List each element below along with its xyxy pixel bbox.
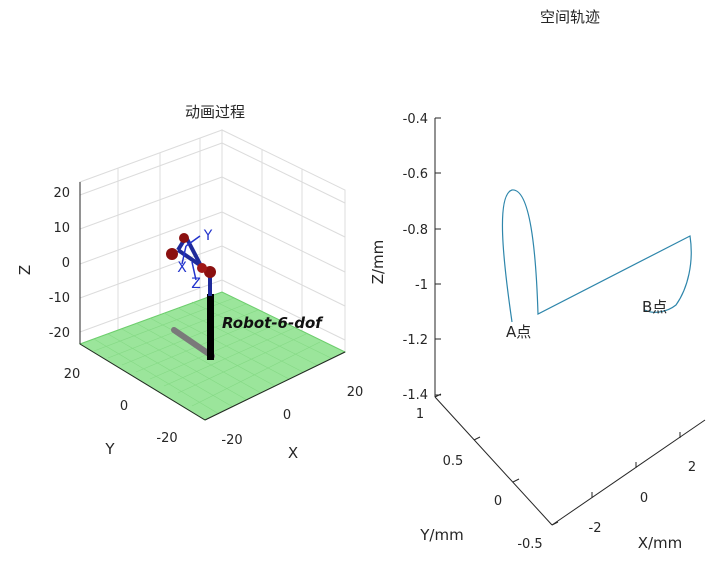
robot-joint: [204, 266, 216, 278]
left-x-tick: 0: [283, 408, 291, 423]
right-x-axis: [551, 419, 706, 526]
left-y-tick: 20: [64, 367, 81, 382]
right-z-tick: -1.2: [403, 333, 428, 348]
right-x-ticks: [591, 432, 681, 498]
right-x-label: X/mm: [638, 534, 683, 552]
left-y-axis: [79, 343, 206, 421]
robot-label: Robot-6-dof: [222, 314, 324, 332]
right-plot[interactable]: -0.4 -0.6 -0.8 -1 -1.2 -1.4 Z/mm 1 0.5 0…: [369, 112, 706, 552]
arm-shadow: [171, 327, 215, 359]
robot-arm: [166, 233, 216, 296]
right-y-tick: 0: [494, 494, 502, 509]
robot-base-column: [207, 294, 214, 360]
right-z-tick: -1.4: [403, 388, 428, 403]
right-z-tick: -0.6: [403, 167, 428, 182]
right-z-tick: -0.8: [403, 223, 428, 238]
left-x-axis: [204, 351, 346, 421]
point-b-label: B点: [642, 298, 667, 316]
frame-label-x: X: [177, 260, 187, 276]
left-plot-title: 动画过程: [185, 103, 245, 121]
left-z-tick: -10: [49, 291, 70, 306]
left-z-tick: 20: [53, 186, 70, 201]
figure-title: 空间轨迹: [540, 8, 600, 26]
left-z-tick: 0: [62, 256, 70, 271]
right-z-ticks: [435, 117, 441, 396]
right-x-tick: 0: [640, 491, 648, 506]
left-x-tick: -20: [221, 433, 242, 448]
right-y-tick: -0.5: [517, 537, 542, 552]
right-x-tick: -2: [589, 521, 602, 536]
robot-joint: [166, 248, 178, 260]
left-z-tick: 10: [53, 221, 70, 236]
left-y-tick: -20: [156, 431, 177, 446]
right-y-tick: 0.5: [443, 454, 464, 469]
robot-joint: [197, 263, 207, 273]
right-y-axis: [434, 396, 553, 526]
robot-joint: [179, 233, 189, 243]
left-z-label: Z: [16, 265, 34, 275]
right-z-tick: -0.4: [403, 112, 428, 127]
floor-mesh: [93, 296, 332, 415]
left-x-label: X: [288, 444, 298, 462]
left-plot[interactable]: 动画过程: [16, 103, 363, 462]
right-z-label: Z/mm: [369, 240, 387, 285]
trajectory-line: [501, 189, 692, 323]
left-z-tick: -20: [49, 326, 70, 341]
left-plot-grid: [79, 129, 346, 353]
point-a-label: A点: [506, 323, 531, 341]
left-y-tick: 0: [120, 399, 128, 414]
frame-label-y: Y: [203, 228, 213, 244]
right-z-tick: -1: [415, 278, 428, 293]
right-y-tick: 1: [416, 407, 424, 422]
left-x-tick: 20: [347, 385, 364, 400]
right-y-label: Y/mm: [419, 526, 463, 544]
right-x-tick: 2: [688, 460, 696, 475]
left-y-label: Y: [104, 440, 115, 458]
right-y-ticks: [434, 393, 559, 526]
frame-label-z: Z: [191, 276, 201, 292]
